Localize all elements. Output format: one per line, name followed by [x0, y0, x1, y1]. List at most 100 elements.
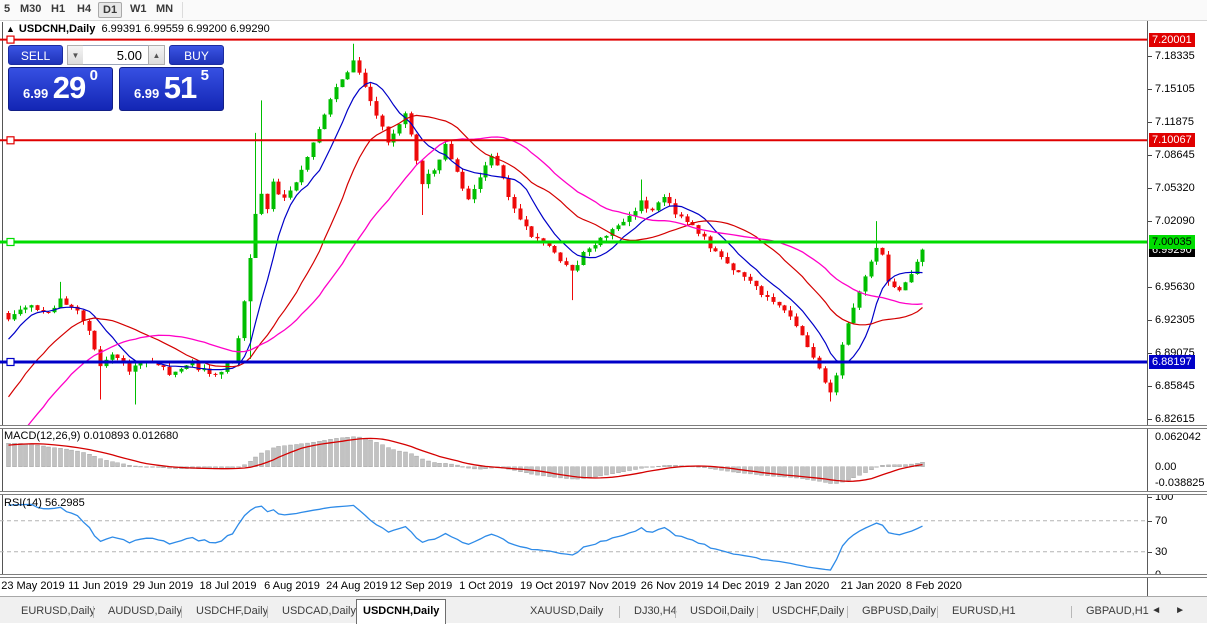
date-tick-label: 29 Jun 2019 — [132, 580, 194, 592]
date-tick-label: 12 Sep 2019 — [389, 580, 453, 592]
date-tick-label: 23 May 2019 — [1, 580, 65, 592]
tab-scroll-left-icon[interactable]: ◄ — [1151, 605, 1176, 616]
volume-input[interactable] — [83, 45, 149, 65]
main-macd-separator[interactable] — [0, 425, 1207, 429]
tab-separator — [847, 606, 848, 618]
collapse-triangle-icon[interactable]: ▲ — [6, 24, 15, 34]
ohlc-close: 6.99290 — [229, 23, 270, 35]
rsi-tick-mark — [1148, 552, 1152, 553]
price-tick-label: 6.82615 — [1155, 413, 1195, 425]
support-price-badge: 6.88197 — [1149, 355, 1195, 369]
tab-separator — [267, 606, 268, 618]
price-tick-label: 6.92305 — [1155, 314, 1195, 326]
chart-tab-xauusd-daily[interactable]: XAUUSD,Daily — [530, 605, 604, 617]
buy-price-small: 6.99 — [133, 86, 160, 101]
ohlc-low: 6.99200 — [187, 23, 227, 35]
chart-symbol-label: USDCNH,Daily — [18, 23, 96, 35]
date-tick-label: 11 Jun 2019 — [68, 580, 128, 592]
date-tick-label: 24 Aug 2019 — [326, 580, 388, 592]
timeframe-d1-button[interactable]: D1 — [98, 2, 123, 18]
rsi-axis-label: 70 — [1155, 515, 1168, 527]
price-tick-label: 6.95630 — [1155, 281, 1195, 293]
ohlc-open: 6.99391 — [101, 23, 142, 35]
pivot-price-badge: 7.00035 — [1149, 235, 1195, 249]
chart-tab-usdoil-daily[interactable]: USDOil,Daily — [690, 605, 755, 617]
price-tick-mark — [1148, 221, 1152, 222]
price-tick-mark — [1148, 419, 1152, 420]
chart-tab-usdcad-daily[interactable]: USDCAD,Daily — [282, 605, 356, 617]
tab-separator — [1071, 606, 1072, 618]
price-tick-mark — [1148, 287, 1152, 288]
chart-tab-usdchf-daily[interactable]: USDCHF,Daily — [772, 605, 845, 617]
price-tick-label: 7.08645 — [1155, 149, 1195, 161]
volume-increase-button[interactable]: ▲ — [148, 45, 165, 65]
price-tick-label: 7.05320 — [1155, 182, 1195, 194]
timeframe-m30-button[interactable]: M30 — [20, 3, 42, 15]
tab-separator — [757, 606, 758, 618]
date-tick-label: 19 Oct 2019 — [520, 580, 580, 592]
price-tick-label: 7.15105 — [1155, 83, 1195, 95]
timeframe-w1-button[interactable]: W1 — [130, 3, 147, 15]
price-tick-mark — [1148, 122, 1152, 123]
date-tick-label: 18 Jul 2019 — [199, 580, 257, 592]
one-click-trading-panel: SELL ▼ ▲ BUY 6.99 29 0 6.99 51 5 — [8, 45, 224, 111]
buy-price-big: 51 — [163, 70, 197, 105]
toolbar-separator — [182, 2, 183, 18]
tab-scroll-arrows: ◄► — [1151, 605, 1199, 616]
buy-button[interactable]: BUY — [169, 45, 224, 65]
tab-separator — [937, 606, 938, 618]
price-tick-mark — [1148, 155, 1152, 156]
date-tick-label: 21 Jan 2020 — [840, 580, 902, 592]
tab-separator — [181, 606, 182, 618]
resistance-price-badge: 7.20001 — [1149, 33, 1195, 47]
price-tick-label: 7.02090 — [1155, 215, 1195, 227]
tab-scroll-right-icon[interactable]: ► — [1175, 605, 1199, 616]
chart-tab-audusd-daily[interactable]: AUDUSD,Daily — [108, 605, 182, 617]
timeframe-h1-button[interactable]: H1 — [51, 3, 66, 15]
price-tick-label: 6.85845 — [1155, 380, 1195, 392]
price-tick-mark — [1148, 353, 1152, 354]
timeframe-h4-button[interactable]: H4 — [77, 3, 92, 15]
date-tick-label: 6 Aug 2019 — [264, 580, 320, 592]
ohlc-high: 6.99559 — [144, 23, 185, 35]
chart-tab-dj30-h4[interactable]: DJ30,H4 — [634, 605, 677, 617]
sell-price-button[interactable]: 6.99 29 0 — [8, 67, 113, 111]
chart-tab-usdcnh-daily[interactable]: USDCNH,Daily — [356, 599, 447, 624]
chart-tab-eurusd-daily[interactable]: EURUSD,Daily — [21, 605, 95, 617]
resistance-price-badge: 7.10067 — [1149, 133, 1195, 147]
chart-tab-eurusd-h1[interactable]: EURUSD,H1 — [952, 605, 1016, 617]
chart-tab-gbpaud-h1[interactable]: GBPAUD,H1 — [1086, 605, 1149, 617]
date-tick-label: 7 Nov 2019 — [579, 580, 637, 592]
date-tick-label: 8 Feb 2020 — [906, 580, 962, 592]
price-tick-mark — [1148, 320, 1152, 321]
tab-separator — [93, 606, 94, 618]
macd-axis-label: 0.062042 — [1155, 431, 1201, 443]
price-tick-label: 7.11875 — [1155, 116, 1194, 128]
sell-price-sup: 0 — [89, 67, 99, 84]
price-tick-mark — [1148, 386, 1152, 387]
date-tick-label: 2 Jan 2020 — [774, 580, 830, 592]
buy-price-sup: 5 — [200, 67, 210, 84]
price-axis[interactable]: 7.18335 7.15105 7.11875 7.08645 7.05320 7.020… — [1147, 21, 1207, 596]
price-tick-mark — [1148, 188, 1152, 189]
rsi-date-separator[interactable] — [0, 574, 1207, 578]
timeframe-m5-button[interactable]: 5 — [4, 3, 11, 15]
timeframe-toolbar: 5 M30 H1 H4 D1 W1 MN — [0, 0, 1207, 21]
volume-decrease-button[interactable]: ▼ — [67, 45, 84, 65]
chart-tab-bar: EURUSD,Daily AUDUSD,Daily USDCHF,Daily USDC… — [0, 596, 1207, 624]
date-tick-label: 1 Oct 2019 — [459, 580, 513, 592]
buy-price-button[interactable]: 6.99 51 5 — [119, 67, 224, 111]
macd-label: MACD(12,26,9) 0.010893 0.012680 — [4, 430, 179, 442]
macd-axis-label: -0.038825 — [1155, 477, 1205, 489]
chart-tab-usdchf-daily[interactable]: USDCHF,Daily — [196, 605, 269, 617]
price-tick-label: 7.18335 — [1155, 50, 1195, 62]
macd-rsi-separator[interactable] — [0, 491, 1207, 495]
sell-button[interactable]: SELL — [8, 45, 63, 65]
sell-price-big: 29 — [52, 70, 86, 105]
timeframe-mn-button[interactable]: MN — [156, 3, 174, 15]
date-axis[interactable]: 23 May 2019 11 Jun 2019 29 Jun 2019 18 Jul … — [0, 576, 1147, 596]
date-tick-label: 26 Nov 2019 — [640, 580, 704, 592]
chart-tab-gbpusd-daily[interactable]: GBPUSD,Daily — [862, 605, 936, 617]
tab-separator — [619, 606, 620, 618]
